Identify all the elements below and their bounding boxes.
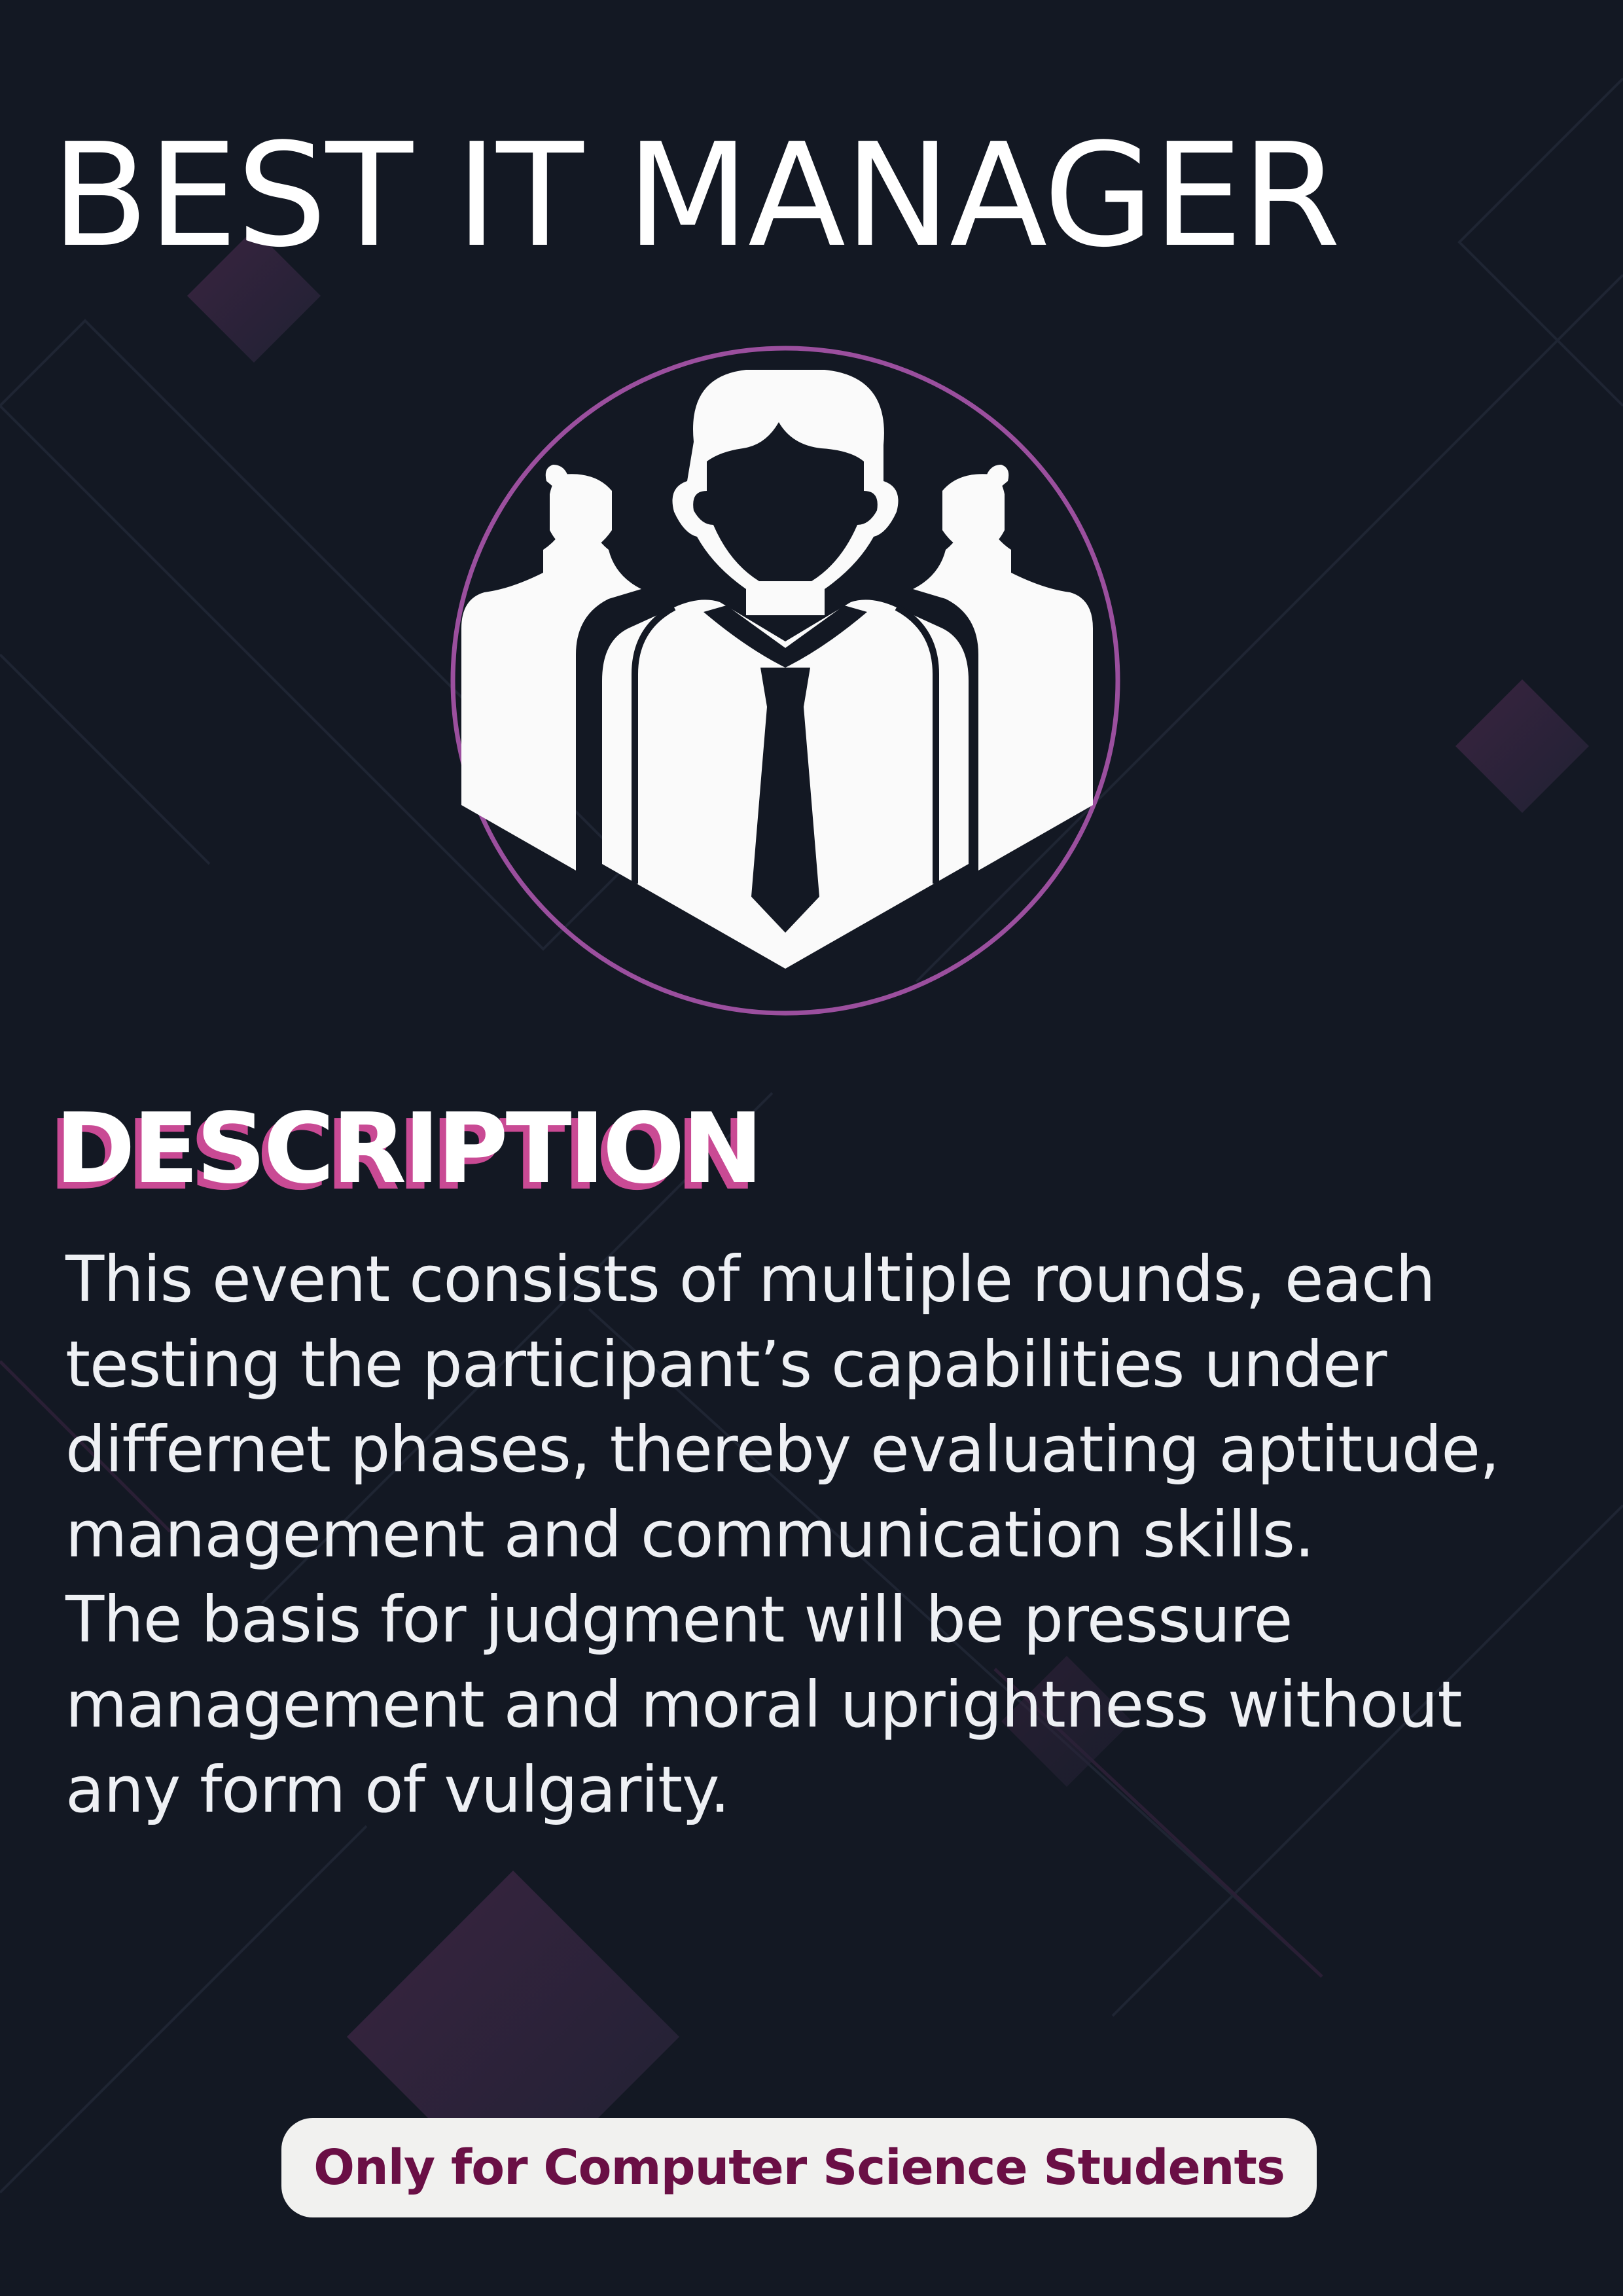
manager-team-icon [450, 346, 1120, 1016]
description-heading-shadow: DESCRIPTION [48, 1099, 757, 1211]
description-line: The basis for judgment will be pressure [65, 1583, 1293, 1657]
side-figures [461, 465, 1093, 870]
description-heading-text: DESCRIPTION [55, 1092, 763, 1205]
description-heading: DESCRIPTION DESCRIPTION [48, 1092, 834, 1211]
description-line: any form of vulgarity. [65, 1753, 730, 1827]
tie [751, 668, 819, 933]
description-line: This event consists of multiple rounds, … [65, 1242, 1436, 1316]
page-title: BEST IT MANAGER [51, 113, 1341, 279]
description-line: testing the participant’s capabilities u… [65, 1327, 1387, 1401]
eligibility-label: Only for Computer Science Students [313, 2140, 1285, 2196]
eligibility-badge: Only for Computer Science Students [281, 2118, 1317, 2217]
description-line: management and communication skills. [65, 1498, 1315, 1571]
description-text: This event consists of multiple rounds, … [65, 1237, 1616, 1833]
description-line: management and moral uprightness without [65, 1668, 1463, 1742]
description-line: differnet phases, thereby evaluating apt… [65, 1412, 1500, 1486]
